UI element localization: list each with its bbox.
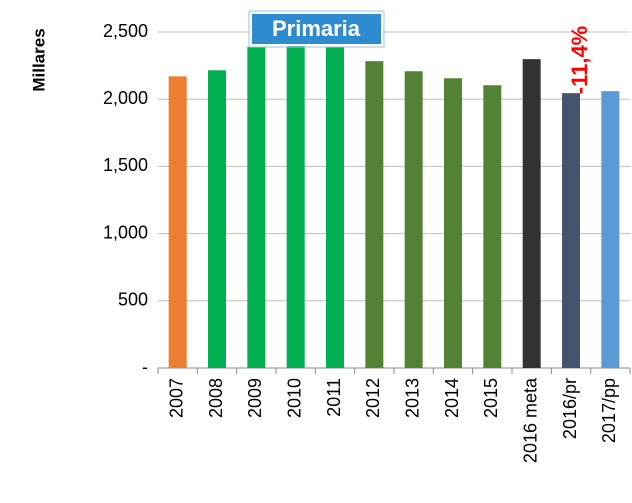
annotation-box [250,12,383,46]
x-tick-label: 2008 [206,378,226,418]
bar [404,71,423,368]
x-tick-label: 2017/pp [599,378,619,443]
annotation: -11,4% [567,26,592,95]
bar [483,85,502,368]
x-tick-label: 2016/pr [560,378,580,439]
bar [326,46,344,369]
y-tick-label: 500 [118,290,148,310]
y-axis-title: Millares [29,28,48,91]
x-tick-label: 2010 [284,378,304,418]
bar [522,59,541,368]
x-tick-label: 2011 [324,378,344,417]
y-tick-label: 2,500 [103,21,148,41]
x-tick-label: 2012 [363,378,383,418]
y-tick-label: 1,500 [103,155,148,175]
x-tick-label: 2007 [166,378,186,418]
x-tick-label: 2015 [481,378,501,418]
y-tick-label: - [142,357,148,377]
bar [208,70,226,368]
x-tick-label: 2016 meta [520,377,540,463]
x-tick-label: 2013 [402,378,422,418]
bar [562,93,580,368]
annotation-box-border [248,10,385,48]
bar [247,46,266,369]
x-tick-label: 2014 [442,378,462,418]
y-tick-label: 1,000 [103,222,148,242]
bar [444,78,462,369]
bar [365,61,384,369]
bar [168,76,187,369]
bar [286,46,305,368]
bar [601,91,620,369]
x-tick-label: 2009 [245,378,265,418]
annotation: Primaria [272,16,361,41]
y-tick-label: 2,000 [103,88,148,108]
